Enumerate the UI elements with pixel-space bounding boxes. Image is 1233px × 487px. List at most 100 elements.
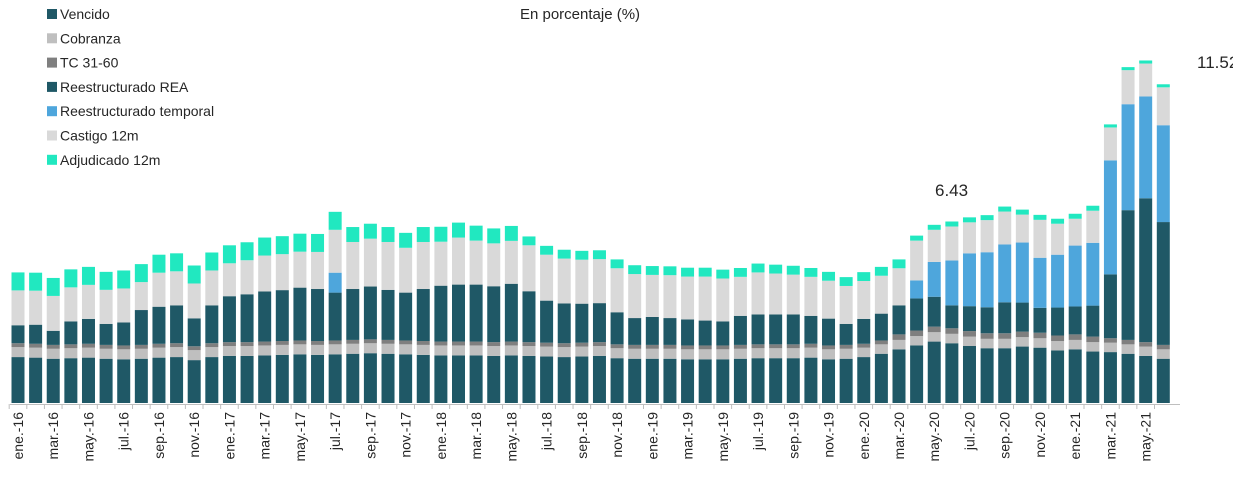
bar-segment — [663, 318, 677, 345]
bar-segment — [910, 235, 924, 241]
bar-segment — [328, 229, 342, 273]
x-tick-label: may.-18 — [503, 412, 519, 462]
bar-segment — [910, 336, 924, 346]
bar-segment — [1051, 223, 1065, 255]
bar-segment — [1033, 257, 1047, 308]
bar-segment — [962, 217, 976, 223]
bar-segment — [540, 356, 554, 403]
bar-segment — [1086, 305, 1100, 337]
bar-segment — [1121, 344, 1135, 354]
bar-segment — [1156, 358, 1170, 403]
bar-segment — [416, 227, 430, 242]
bar-segment — [134, 264, 148, 283]
bar-segment — [892, 305, 906, 335]
bar-segment — [64, 348, 78, 359]
legend-label: Reestructurado temporal — [60, 103, 214, 119]
bar-segment — [399, 247, 413, 293]
bar-segment — [416, 354, 430, 403]
bar-segment — [222, 296, 236, 343]
bar-segment — [769, 344, 783, 349]
bar-segment — [980, 338, 994, 349]
bar-segment — [399, 354, 413, 403]
bar-segment — [910, 330, 924, 337]
bar-segment — [751, 348, 765, 359]
bar-segment — [927, 296, 941, 327]
legend-swatch — [47, 130, 57, 141]
bar-segment — [1121, 104, 1135, 211]
bar-segment — [575, 346, 589, 357]
x-tick-label: ene.-21 — [1067, 412, 1083, 460]
bar-segment — [786, 348, 800, 359]
bar-segment — [874, 344, 888, 354]
bar-segment — [1086, 205, 1100, 211]
bar-segment — [170, 305, 184, 344]
bar-segment — [381, 343, 395, 354]
bar-segment — [857, 272, 871, 281]
bar-segment — [1086, 210, 1100, 243]
bar-segment — [275, 254, 289, 291]
bar-segment — [769, 314, 783, 345]
bar-segment — [557, 303, 571, 344]
x-tick-label: ene.-19 — [644, 412, 660, 460]
bar-segment — [46, 295, 60, 331]
bar-segment — [1103, 124, 1117, 128]
bar-segment — [980, 333, 994, 339]
bar-segment — [1051, 350, 1065, 403]
bar-segment — [170, 271, 184, 306]
bar-segment — [222, 245, 236, 264]
bar-segment — [962, 331, 976, 337]
bar-segment — [81, 284, 95, 319]
bar-segment — [1103, 342, 1117, 353]
bar-segment — [452, 237, 465, 285]
bar-segment — [452, 222, 465, 238]
bar-segment — [998, 333, 1012, 339]
bar-segment — [469, 225, 483, 241]
bar-segment — [927, 341, 941, 403]
x-tick-label: ene.-16 — [10, 412, 26, 460]
bar-segment — [1033, 332, 1047, 339]
bar-segment — [504, 355, 518, 403]
bar-segment — [363, 343, 377, 354]
bar-segment — [1139, 60, 1153, 64]
bar-segment — [804, 343, 818, 348]
bar-segment — [117, 345, 131, 350]
bar-segment — [804, 276, 818, 316]
bar-segment — [64, 269, 78, 288]
bar-segment — [1156, 87, 1170, 126]
bar-segment — [822, 349, 836, 360]
bar-segment — [205, 347, 219, 358]
bar-segment — [117, 288, 131, 323]
bar-segment — [1068, 218, 1082, 246]
bar-segment — [786, 344, 800, 349]
bar-segment — [822, 318, 836, 346]
bar-segment — [240, 294, 254, 343]
bar-segment — [240, 242, 254, 261]
bar-segment — [892, 259, 906, 269]
bar-segment — [892, 349, 906, 403]
bar-segment — [363, 238, 377, 287]
bar-segment — [874, 275, 888, 314]
bar-segment — [628, 274, 642, 319]
bar-segment — [381, 227, 395, 242]
bar-segment — [540, 346, 554, 357]
bar-segment — [29, 347, 43, 358]
bar-segment — [187, 283, 201, 319]
bar-segment — [504, 225, 518, 241]
bar-segment — [416, 289, 430, 342]
bar-segment — [716, 278, 730, 322]
bar-segment — [187, 346, 201, 351]
bar-segment — [645, 316, 659, 345]
bar-segment — [874, 340, 888, 345]
bar-segment — [1121, 353, 1135, 403]
bar-segment — [117, 359, 131, 403]
bar-segment — [134, 310, 148, 345]
bar-segment — [910, 298, 924, 331]
x-tick-label: mar.-19 — [680, 412, 696, 460]
bar-segment — [29, 272, 43, 291]
bar-segment — [1103, 274, 1117, 339]
bar-segment — [663, 275, 677, 319]
bar-segment — [1051, 341, 1065, 351]
x-tick-label: mar.-18 — [468, 412, 484, 460]
bar-segment — [1156, 125, 1170, 223]
bar-segment — [592, 250, 606, 260]
